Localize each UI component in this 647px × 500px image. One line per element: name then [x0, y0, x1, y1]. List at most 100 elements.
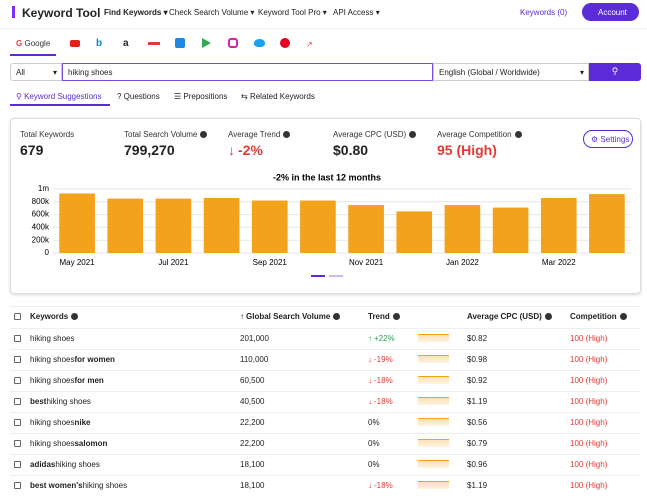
- stat-label: Average Trend: [228, 130, 291, 139]
- keyword: hiking shoesnike: [30, 418, 91, 427]
- keyword-part: hiking shoes: [82, 481, 128, 490]
- platform-instagram[interactable]: [228, 38, 238, 48]
- platform-play[interactable]: [202, 38, 211, 48]
- nav-item[interactable]: Find Keywords: [104, 8, 168, 17]
- platform-amazon[interactable]: a: [123, 38, 129, 49]
- keyword-part: salomon: [74, 439, 108, 448]
- checkbox[interactable]: [14, 440, 21, 447]
- info-icon: [409, 131, 417, 138]
- cpc: $0.56: [467, 418, 488, 427]
- stat-label-text: Average Trend: [228, 130, 281, 139]
- bar: [251, 200, 288, 253]
- stat-value: 799,270: [124, 142, 207, 158]
- tab[interactable]: ⚲ Keyword Suggestions: [16, 92, 102, 101]
- checkbox[interactable]: [14, 356, 21, 363]
- tab[interactable]: ? Questions: [117, 92, 160, 101]
- keyword-part: hiking shoes: [30, 439, 75, 448]
- trend-text: 0%: [368, 439, 380, 448]
- cart[interactable]: Keywords (0): [520, 8, 567, 17]
- checkbox[interactable]: [14, 377, 21, 384]
- logo[interactable]: Keyword Tool: [22, 6, 101, 20]
- cpc: $1.19: [467, 481, 488, 490]
- keyword: adidashiking shoes: [30, 460, 100, 469]
- stat-value-text: $0.80: [333, 142, 369, 158]
- stat-value: 95 (High): [437, 142, 522, 158]
- competition: 100 (High): [570, 355, 608, 364]
- pager-dot[interactable]: [311, 275, 325, 277]
- trend-arrow: ↓: [368, 376, 372, 385]
- trend-text: 0%: [368, 418, 380, 427]
- checkbox[interactable]: [14, 419, 21, 426]
- column-header-text: Trend: [368, 312, 390, 321]
- row-divider: [10, 454, 641, 455]
- keyword-part: for men: [74, 376, 104, 385]
- stat-label-text: Total Search Volume: [124, 130, 198, 139]
- stat: Average CPC (USD) $0.80: [333, 130, 417, 158]
- search-input[interactable]: hiking shoes: [62, 63, 433, 81]
- y-tick-label: 1m: [38, 184, 49, 193]
- row-divider: [10, 328, 641, 329]
- info-icon: [619, 313, 627, 320]
- checkbox[interactable]: [14, 313, 21, 320]
- tab-underline: [10, 104, 110, 106]
- volume: 22,200: [240, 439, 265, 448]
- column-header-text: Competition: [570, 312, 617, 321]
- stat: Total Search Volume 799,270: [124, 130, 208, 158]
- trend-arrow: ↓: [368, 481, 372, 490]
- bar: [396, 211, 433, 253]
- sparkline: [418, 334, 449, 342]
- tab[interactable]: ☰ Prepositions: [174, 92, 228, 101]
- nav-item[interactable]: API Access: [333, 8, 380, 17]
- platform-bing[interactable]: b: [96, 38, 103, 49]
- keyword-part: for women: [74, 355, 115, 364]
- platform-ebay[interactable]: [148, 42, 160, 45]
- bar: [59, 193, 95, 253]
- tab-label: Questions: [123, 92, 160, 101]
- nav-item[interactable]: Keyword Tool Pro: [258, 8, 327, 17]
- platform-twitter[interactable]: [254, 39, 265, 47]
- scope-select[interactable]: All ▾: [10, 63, 62, 81]
- search-button[interactable]: ⚲: [589, 63, 641, 81]
- bar: [155, 198, 192, 253]
- x-tick-label: Jan 2022: [446, 258, 479, 267]
- keyword-part: hiking shoes: [30, 376, 75, 385]
- info-icon: [283, 131, 291, 138]
- language-select[interactable]: English (Global / Worldwide) ▾: [433, 63, 589, 81]
- keyword-part: adidas: [30, 460, 56, 469]
- trend-text: -18%: [374, 397, 393, 406]
- scope-label: All: [16, 68, 25, 77]
- checkbox[interactable]: [14, 482, 21, 489]
- nav-item[interactable]: Check Search Volume: [169, 8, 254, 17]
- checkbox[interactable]: [14, 461, 21, 468]
- summary-card: ⚙ Settings -2% in the last 12 months 0 20…: [10, 118, 641, 294]
- checkbox[interactable]: [14, 398, 21, 405]
- stat-value-text: -2%: [238, 142, 263, 158]
- y-tick-label: 600k: [32, 210, 50, 219]
- stat-label: Average CPC (USD): [333, 130, 417, 139]
- search-query: hiking shoes: [68, 68, 113, 77]
- chart-title: -2% in the last 12 months: [273, 172, 381, 182]
- platform-youtube[interactable]: [70, 40, 80, 47]
- competition: 100 (High): [570, 460, 608, 469]
- pager-dot[interactable]: [329, 275, 343, 277]
- account-button[interactable]: Account: [582, 3, 639, 21]
- cpc: $0.79: [467, 439, 488, 448]
- y-tick-label: 400k: [32, 223, 50, 232]
- cpc: $0.82: [467, 334, 488, 343]
- cart-label: Keywords (0): [520, 8, 568, 17]
- info-icon: [200, 131, 208, 138]
- tab[interactable]: ⇆ Related Keywords: [241, 92, 315, 101]
- info-icon: [514, 131, 522, 138]
- column-header: Competition: [570, 312, 627, 321]
- platform-appstore[interactable]: [175, 38, 185, 48]
- platform-google[interactable]: G Google: [16, 39, 51, 48]
- settings-button[interactable]: ⚙ Settings: [583, 130, 633, 148]
- checkbox[interactable]: [14, 335, 21, 342]
- info-icon: [333, 313, 341, 320]
- column-header: Trend: [368, 312, 400, 321]
- platform-trends[interactable]: ↗: [306, 40, 313, 49]
- row-divider: [10, 412, 641, 413]
- keyword: hiking shoesfor men: [30, 376, 104, 385]
- stat-value-text: 95 (High): [437, 142, 497, 158]
- platform-pinterest[interactable]: [280, 38, 290, 48]
